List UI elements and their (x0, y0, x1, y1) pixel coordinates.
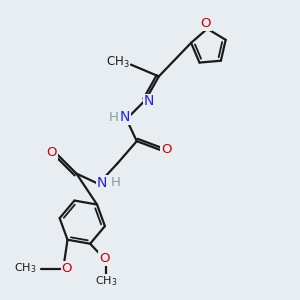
Text: N: N (120, 110, 130, 124)
Text: CH$_3$: CH$_3$ (106, 55, 130, 70)
Text: O: O (161, 143, 171, 156)
Text: H: H (109, 111, 119, 124)
Text: O: O (99, 252, 110, 265)
Text: H: H (111, 176, 121, 189)
Text: N: N (97, 176, 107, 190)
Text: CH$_3$: CH$_3$ (14, 261, 37, 275)
Text: CH$_3$: CH$_3$ (94, 274, 117, 288)
Text: N: N (144, 94, 154, 108)
Text: O: O (201, 17, 211, 30)
Text: O: O (61, 262, 72, 275)
Text: O: O (47, 146, 57, 159)
